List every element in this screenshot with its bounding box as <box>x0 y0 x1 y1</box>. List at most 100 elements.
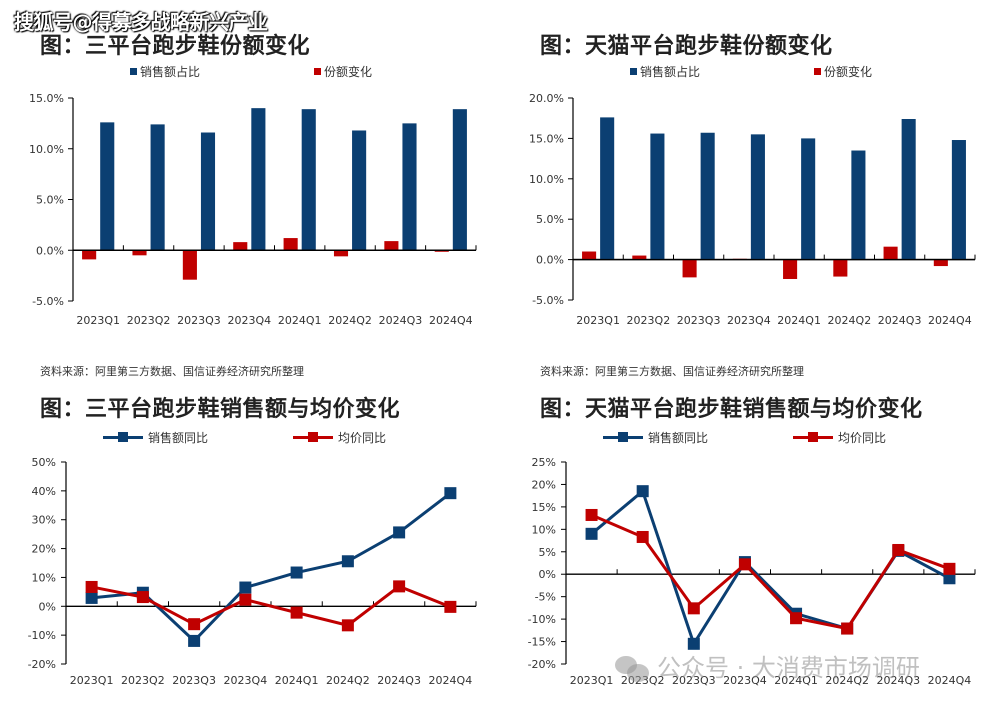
sales-share-bar <box>251 108 266 251</box>
data-point-price-yoy <box>943 562 956 575</box>
y-tick-label: 0% <box>39 600 56 613</box>
legend-label: 销售额占比 <box>140 65 201 79</box>
y-tick-label: 10% <box>32 571 56 584</box>
data-point-price-yoy <box>636 530 649 543</box>
y-tick-label: 10% <box>532 523 556 536</box>
sales-share-bar <box>200 132 216 251</box>
wechat-icon <box>615 656 651 682</box>
x-tick-label: 2023Q2 <box>121 674 165 687</box>
legend-line-red <box>793 432 833 442</box>
data-point-price-yoy <box>790 612 803 625</box>
chart1-source: 资料来源：阿里第三方数据、国信证券经济研究所整理 <box>40 365 304 378</box>
chart-4: -20% -15% -10% -5% 0% 5% 10% 15% 20% 25% 2023Q1 202… <box>528 456 976 687</box>
y-tick-label: 40% <box>32 485 56 498</box>
x-tick-label: 2024Q3 <box>379 314 423 327</box>
x-tick-label: 2024Q2 <box>328 314 372 327</box>
legend-swatch-red <box>314 68 321 75</box>
x-tick-label: 2024Q3 <box>878 314 922 327</box>
chart2-legend-item-share-change: 份额变化 <box>814 63 872 80</box>
y-tick-label: -20% <box>28 658 56 671</box>
y-tick-label: 5.0% <box>536 213 564 226</box>
x-tick-label: 2023Q3 <box>172 674 216 687</box>
x-tick-label: 2024Q1 <box>774 674 818 687</box>
legend-swatch-blue <box>630 68 637 75</box>
y-tick-label: -10% <box>28 629 56 642</box>
sales-share-bar <box>851 150 866 260</box>
watermark-bottom-text: 公众号 · 大消费市场调研 <box>657 654 920 682</box>
chart-1: -5.0% 0.0% 5.0% 10.0% 15.0% 2023Q1 2023Q2 2023Q… <box>29 92 477 327</box>
y-tick-label: 20% <box>32 543 56 556</box>
data-point-price-yoy <box>290 606 303 619</box>
share-change-bar <box>883 246 898 260</box>
data-point-price-yoy <box>892 543 905 556</box>
data-point-price-yoy <box>341 619 354 632</box>
y-tick-label: -5% <box>535 591 556 604</box>
chart4-title: 图：天猫平台跑步鞋销售额与均价变化 <box>540 397 923 422</box>
legend-line-red <box>293 432 333 442</box>
x-tick-label: 2024Q4 <box>429 314 473 327</box>
y-tick-label: 30% <box>32 514 56 527</box>
sales-share-bar <box>301 109 316 251</box>
y-tick-label: 15% <box>532 501 556 514</box>
legend-line-blue <box>603 432 643 442</box>
x-tick-label: 2023Q4 <box>727 314 771 327</box>
chart2-source: 资料来源：阿里第三方数据、国信证券经济研究所整理 <box>540 365 804 378</box>
legend-label: 销售额占比 <box>640 65 701 79</box>
chart1-title: 图：三平台跑步鞋份额变化 <box>40 34 311 59</box>
x-tick-label: 2023Q4 <box>224 674 268 687</box>
legend-label: 销售额同比 <box>648 431 709 445</box>
y-tick-label: -5.0% <box>32 295 64 308</box>
chart2-title: 图：天猫平台跑步鞋份额变化 <box>540 34 833 59</box>
x-tick-label: 2024Q3 <box>876 674 920 687</box>
legend-label: 销售额同比 <box>148 431 209 445</box>
y-tick-label: 20% <box>532 478 556 491</box>
series-line-price-yoy <box>91 584 451 627</box>
x-tick-label: 2023Q1 <box>76 314 120 327</box>
share-change-bar <box>384 241 399 251</box>
data-point-price-yoy <box>136 591 149 604</box>
legend-label: 均价同比 <box>838 431 887 445</box>
legend-label: 份额变化 <box>324 65 373 79</box>
share-change-bar <box>82 250 97 260</box>
share-change-bar <box>682 259 697 278</box>
data-point-sales-yoy <box>444 487 457 500</box>
y-tick-label: 10.0% <box>529 173 564 186</box>
y-tick-label: 0% <box>539 568 556 581</box>
data-point-sales-yoy <box>188 634 201 647</box>
data-point-sales-yoy <box>687 637 700 650</box>
data-point-sales-yoy <box>585 527 598 540</box>
share-change-bar <box>434 250 449 252</box>
legend-label: 均价同比 <box>338 431 387 445</box>
share-change-bar <box>833 259 848 277</box>
chart3-legend-item-sales-yoy: 销售额同比 <box>103 429 208 446</box>
y-tick-label: 25% <box>532 456 556 469</box>
legend-line-blue <box>103 432 143 442</box>
y-tick-label: 15.0% <box>29 92 64 105</box>
y-tick-label: 0.0% <box>36 244 64 257</box>
chart1-legend-item-share-change: 份额变化 <box>314 63 372 80</box>
watermark-bottom: 公众号 · 大消费市场调研 <box>615 648 920 683</box>
sales-share-bar <box>901 119 916 260</box>
data-point-price-yoy <box>738 558 751 571</box>
data-point-sales-yoy <box>393 526 406 539</box>
chart2-legend-item-sales-share: 销售额占比 <box>630 63 700 80</box>
y-tick-label: 10.0% <box>29 143 64 156</box>
sales-share-bar <box>750 134 765 260</box>
sales-share-bar <box>650 133 665 260</box>
x-tick-label: 2024Q2 <box>828 314 872 327</box>
data-point-sales-yoy <box>943 572 956 585</box>
legend-label: 份额变化 <box>824 65 873 79</box>
share-change-bar <box>632 255 647 260</box>
x-tick-label: 2024Q4 <box>928 674 972 687</box>
chart4-legend-item-price-yoy: 均价同比 <box>793 429 886 446</box>
sales-share-bar <box>100 122 115 251</box>
x-tick-label: 2023Q4 <box>227 314 271 327</box>
y-tick-label: -15% <box>528 636 556 649</box>
share-change-bar <box>132 250 147 256</box>
x-tick-label: 2023Q1 <box>576 314 620 327</box>
data-point-sales-yoy <box>636 485 649 498</box>
y-tick-label: -20% <box>528 658 556 671</box>
series-line-price-yoy <box>590 513 950 631</box>
